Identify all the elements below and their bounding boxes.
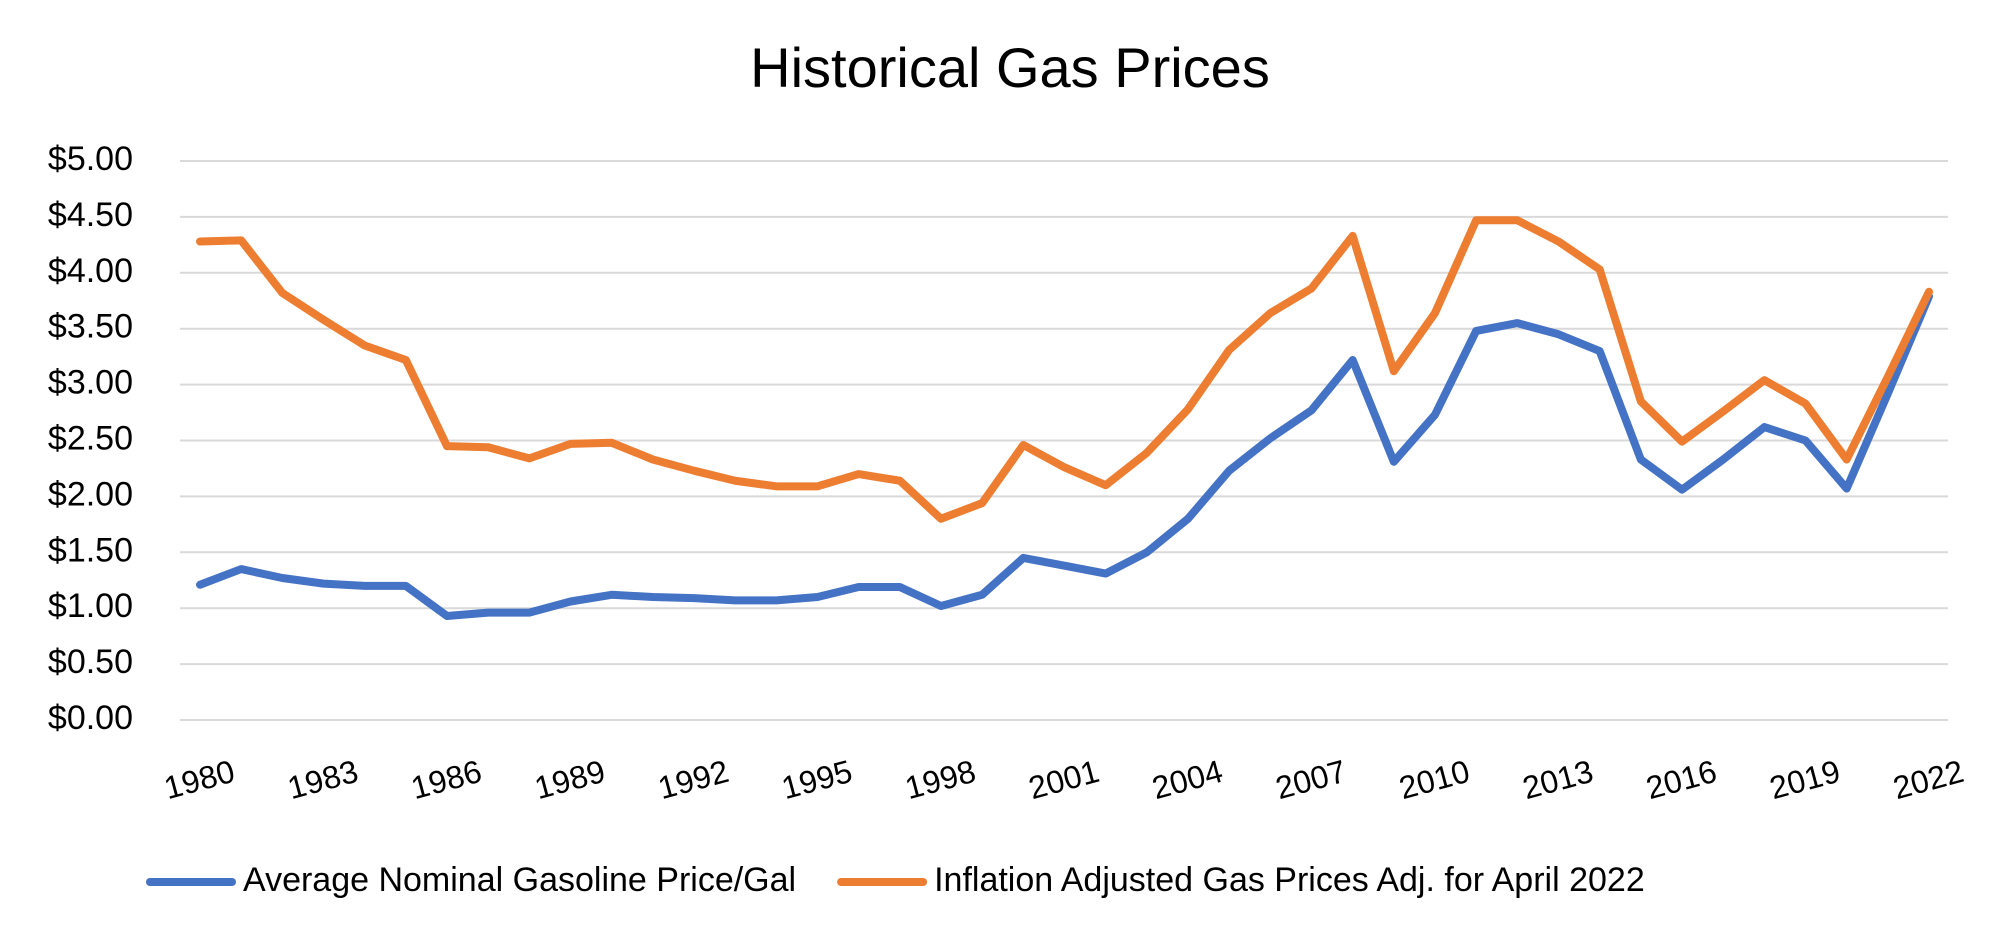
y-tick-label: $1.50 <box>48 531 133 569</box>
y-tick-label: $4.00 <box>48 252 133 290</box>
y-tick-label: $2.00 <box>48 475 133 513</box>
y-tick-label: $4.50 <box>48 196 133 234</box>
x-tick-label: 2001 <box>1025 753 1103 806</box>
legend-label: Inflation Adjusted Gas Prices Adj. for A… <box>934 861 1645 899</box>
x-tick-label: 1986 <box>407 753 485 806</box>
x-tick-label: 1989 <box>531 753 609 806</box>
x-tick-label: 2019 <box>1766 753 1844 806</box>
y-tick-label: $0.50 <box>48 643 133 681</box>
y-tick-label: $1.00 <box>48 587 133 625</box>
y-tick-label: $5.00 <box>48 140 133 178</box>
x-tick-label: 1992 <box>654 753 732 806</box>
x-tick-label: 2016 <box>1642 753 1720 806</box>
series-line <box>196 216 1933 523</box>
legend-label: Average Nominal Gasoline Price/Gal <box>243 861 796 899</box>
x-tick-label: 1980 <box>160 753 238 806</box>
y-tick-label: $3.00 <box>48 364 133 402</box>
x-tick-label: 2013 <box>1519 753 1597 806</box>
chart-title: Historical Gas Prices <box>750 36 1270 99</box>
series-line <box>196 292 1933 621</box>
y-tick-label: $2.50 <box>48 419 133 457</box>
x-tick-label: 1995 <box>778 753 856 806</box>
x-tick-label: 2004 <box>1148 753 1226 806</box>
x-tick-label: 2022 <box>1889 753 1967 806</box>
x-tick-label: 2007 <box>1272 753 1350 806</box>
x-tick-label: 2010 <box>1395 753 1473 806</box>
x-tick-label: 1983 <box>284 753 362 806</box>
y-tick-label: $3.50 <box>48 308 133 346</box>
x-tick-label: 1998 <box>901 753 979 806</box>
y-tick-label: $0.00 <box>48 699 133 737</box>
